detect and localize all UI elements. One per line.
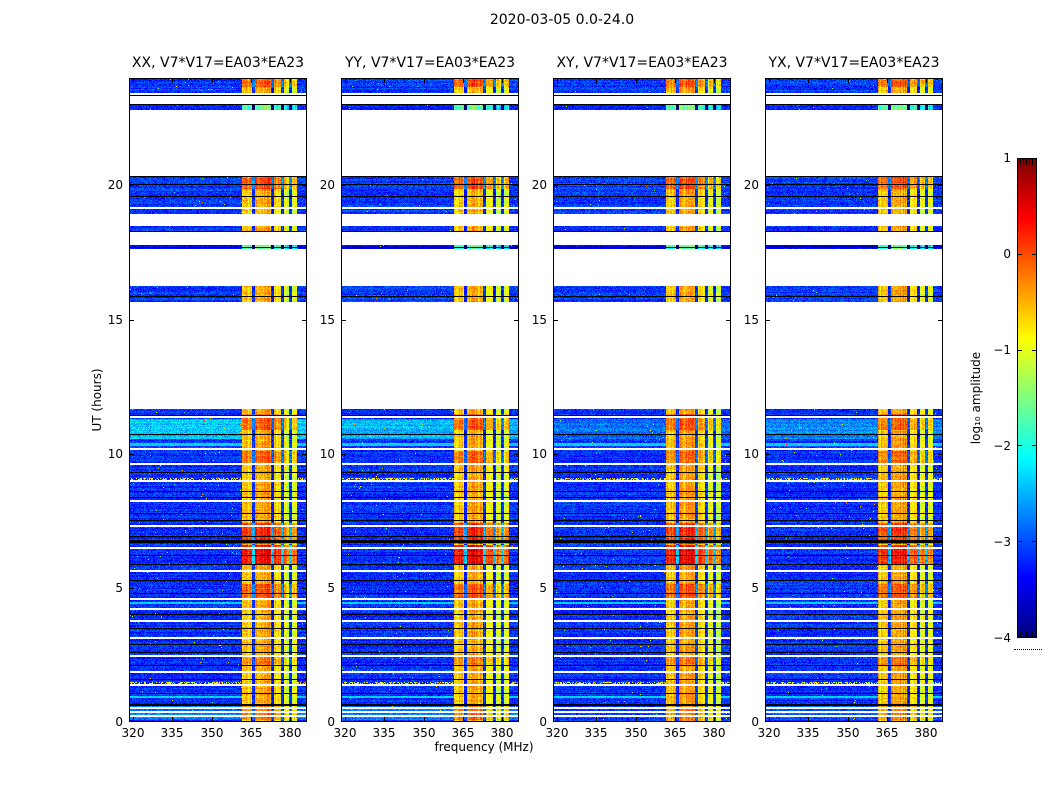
colorbar-tick-label: −4 [993,631,1011,645]
y-tick-label: 0 [539,715,547,729]
x-tick-label: 350 [624,726,648,740]
x-tick-label: 350 [200,726,224,740]
y-tick-label: 10 [531,446,547,461]
y-tick-label: 15 [743,312,759,327]
y-tick-label: 10 [107,446,123,461]
y-tick-label: 15 [531,312,547,327]
y-tick-label: 5 [539,580,547,595]
panel-title-xx: XX, V7*V17=EA03*EA23 [131,55,305,71]
x-tick-label: 365 [239,726,263,740]
x-tick-label: 350 [412,726,436,740]
panel-title-yy: YY, V7*V17=EA03*EA23 [344,55,516,71]
figure-title: 2020-03-05 0.0-24.0 [489,12,635,28]
y-tick-label: 0 [751,715,759,729]
x-tick-label: 320 [121,726,145,740]
y-tick-label: 20 [531,178,547,193]
spectrogram-panel-xx [129,78,307,722]
x-tick-label: 380 [278,726,302,740]
colorbar-label: log₁₀ amplitude [969,351,983,445]
x-tick-label: 365 [451,726,475,740]
x-tick-label: 380 [914,726,938,740]
y-tick-label: 15 [319,312,335,327]
colorbar-tick-label: −1 [993,343,1011,357]
spectrogram-panel-yx [765,78,943,722]
colorbar-tick-label: −2 [993,439,1011,453]
x-tick-label: 320 [545,726,569,740]
panel-title-yx: YX, V7*V17=EA03*EA23 [768,55,940,71]
y-tick-label: 0 [115,715,123,729]
y-tick-label: 15 [107,312,123,327]
y-tick-label: 5 [115,580,123,595]
x-tick-label: 350 [836,726,860,740]
x-axis-label: frequency (MHz) [434,740,534,754]
colorbar-tick-label: −3 [993,535,1011,549]
y-tick-label: 10 [319,446,335,461]
colorbar-tick-label: 1 [1003,151,1011,165]
spectrogram-panel-yy [341,78,519,722]
x-tick-label: 335 [796,726,820,740]
x-tick-label: 365 [875,726,899,740]
x-tick-label: 380 [490,726,514,740]
panel-title-xy: XY, V7*V17=EA03*EA23 [556,55,728,71]
y-tick-label: 5 [327,580,335,595]
x-tick-label: 365 [663,726,687,740]
x-tick-label: 335 [584,726,608,740]
y-tick-label: 20 [743,178,759,193]
y-axis-label: UT (hours) [90,368,104,432]
x-tick-label: 380 [702,726,726,740]
x-tick-label: 320 [757,726,781,740]
x-tick-label: 320 [333,726,357,740]
x-tick-label: 335 [372,726,396,740]
y-tick-label: 20 [107,178,123,193]
y-tick-label: 20 [319,178,335,193]
y-tick-label: 0 [327,715,335,729]
x-tick-label: 335 [160,726,184,740]
spectrogram-panel-xy [553,78,731,722]
y-tick-label: 5 [751,580,759,595]
y-tick-label: 10 [743,446,759,461]
colorbar-minor-ticks-dots [1014,649,1042,650]
colorbar [1017,158,1037,638]
colorbar-tick-label: 0 [1003,247,1011,261]
